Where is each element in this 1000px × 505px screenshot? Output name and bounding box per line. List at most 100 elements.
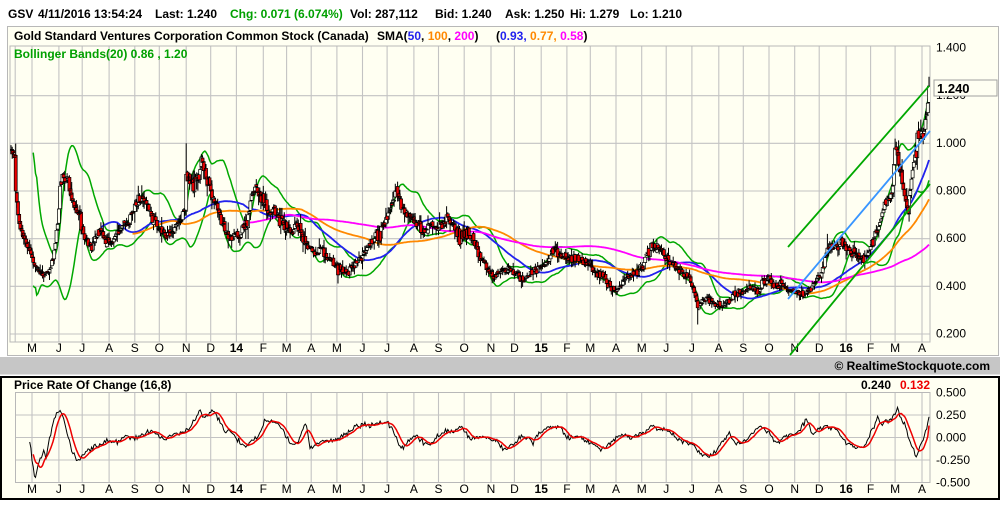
svg-text:A: A xyxy=(410,341,418,355)
svg-text:A: A xyxy=(307,482,315,496)
svg-text:14: 14 xyxy=(230,482,244,496)
svg-text:-0.500: -0.500 xyxy=(936,476,970,490)
svg-text:J: J xyxy=(79,341,85,355)
svg-text:-0.250: -0.250 xyxy=(936,453,970,467)
svg-text:A: A xyxy=(612,482,620,496)
svg-text:S: S xyxy=(739,482,747,496)
svg-text:J: J xyxy=(663,341,669,355)
svg-text:1.240: 1.240 xyxy=(937,81,970,96)
svg-text:Last: 1.240: Last: 1.240 xyxy=(155,7,217,21)
svg-text:A: A xyxy=(612,341,620,355)
svg-text:O: O xyxy=(460,482,469,496)
svg-text:A: A xyxy=(410,482,418,496)
svg-text:A: A xyxy=(715,482,723,496)
svg-text:Lo: 1.210: Lo: 1.210 xyxy=(630,7,682,21)
svg-text:D: D xyxy=(815,482,824,496)
svg-text:4/11/2016 13:54:24: 4/11/2016 13:54:24 xyxy=(38,7,142,21)
svg-text:F: F xyxy=(867,482,874,496)
svg-text:0.800: 0.800 xyxy=(936,184,966,198)
svg-text:M: M xyxy=(637,341,647,355)
svg-text:0.400: 0.400 xyxy=(936,279,966,293)
svg-text:M: M xyxy=(585,482,595,496)
svg-text:Price Rate Of Change (16,8): Price Rate Of Change (16,8) xyxy=(14,378,171,392)
svg-text:M: M xyxy=(282,341,292,355)
svg-text:O: O xyxy=(764,341,773,355)
svg-text:0.132: 0.132 xyxy=(900,378,930,392)
svg-text:S: S xyxy=(131,341,139,355)
svg-text:M: M xyxy=(27,341,37,355)
svg-text:J: J xyxy=(56,341,62,355)
svg-text:N: N xyxy=(487,482,496,496)
svg-text:N: N xyxy=(487,341,496,355)
svg-text:O: O xyxy=(155,341,164,355)
svg-text:S: S xyxy=(739,341,747,355)
svg-text:15: 15 xyxy=(535,341,549,355)
svg-text:0.200: 0.200 xyxy=(936,327,966,341)
svg-text:O: O xyxy=(155,482,164,496)
svg-text:Gold Standard Ventures Corpora: Gold Standard Ventures Corporation Commo… xyxy=(14,29,369,43)
svg-text:N: N xyxy=(790,482,799,496)
svg-text:1.000: 1.000 xyxy=(936,136,966,150)
svg-text:M: M xyxy=(27,482,37,496)
svg-text:0.000: 0.000 xyxy=(936,431,966,445)
svg-text:15: 15 xyxy=(535,482,549,496)
svg-text:SMA(50, 100, 200): SMA(50, 100, 200) xyxy=(377,29,478,43)
svg-text:0.250: 0.250 xyxy=(936,408,966,422)
svg-text:S: S xyxy=(434,341,442,355)
svg-text:D: D xyxy=(510,482,519,496)
svg-text:A: A xyxy=(918,482,926,496)
svg-text:© RealtimeStockquote.com: © RealtimeStockquote.com xyxy=(834,359,990,373)
svg-text:S: S xyxy=(434,482,442,496)
svg-text:A: A xyxy=(105,482,113,496)
svg-text:D: D xyxy=(510,341,519,355)
svg-text:1.400: 1.400 xyxy=(936,41,966,55)
svg-text:F: F xyxy=(867,341,874,355)
svg-text:0.600: 0.600 xyxy=(936,231,966,245)
svg-text:F: F xyxy=(260,482,267,496)
svg-text:M: M xyxy=(585,341,595,355)
svg-text:J: J xyxy=(689,341,695,355)
svg-text:M: M xyxy=(890,341,900,355)
svg-text:A: A xyxy=(105,341,113,355)
svg-text:J: J xyxy=(663,482,669,496)
svg-text:S: S xyxy=(131,482,139,496)
svg-text:Bollinger Bands(20) 0.86 , 1.2: Bollinger Bands(20) 0.86 , 1.20 xyxy=(14,47,188,61)
svg-text:J: J xyxy=(56,482,62,496)
svg-text:16: 16 xyxy=(839,482,853,496)
svg-text:J: J xyxy=(79,482,85,496)
svg-text:Vol: 287,112: Vol: 287,112 xyxy=(350,7,418,21)
svg-text:M: M xyxy=(332,341,342,355)
svg-text:N: N xyxy=(182,482,191,496)
svg-text:GSV: GSV xyxy=(8,7,33,21)
svg-text:J: J xyxy=(689,482,695,496)
svg-text:A: A xyxy=(918,341,926,355)
svg-text:A: A xyxy=(715,341,723,355)
svg-text:M: M xyxy=(890,482,900,496)
svg-text:Bid: 1.240: Bid: 1.240 xyxy=(435,7,492,21)
svg-text:Chg: 0.071 (6.074%): Chg: 0.071 (6.074%) xyxy=(230,7,343,21)
svg-text:D: D xyxy=(206,482,215,496)
svg-text:O: O xyxy=(460,341,469,355)
svg-text:N: N xyxy=(182,341,191,355)
svg-text:D: D xyxy=(206,341,215,355)
svg-text:0.240: 0.240 xyxy=(861,378,891,392)
svg-text:Hi: 1.279: Hi: 1.279 xyxy=(570,7,620,21)
svg-text:0.500: 0.500 xyxy=(936,386,966,400)
svg-text:J: J xyxy=(360,482,366,496)
svg-text:14: 14 xyxy=(230,341,244,355)
svg-text:(0.93, 0.77, 0.58): (0.93, 0.77, 0.58) xyxy=(496,29,587,43)
svg-text:F: F xyxy=(563,341,570,355)
svg-text:F: F xyxy=(563,482,570,496)
svg-text:D: D xyxy=(815,341,824,355)
svg-text:A: A xyxy=(307,341,315,355)
svg-text:M: M xyxy=(332,482,342,496)
svg-text:J: J xyxy=(384,482,390,496)
svg-text:M: M xyxy=(282,482,292,496)
svg-text:J: J xyxy=(360,341,366,355)
svg-text:F: F xyxy=(260,341,267,355)
svg-text:M: M xyxy=(637,482,647,496)
svg-text:Ask: 1.250: Ask: 1.250 xyxy=(505,7,565,21)
svg-text:16: 16 xyxy=(839,341,853,355)
svg-text:J: J xyxy=(384,341,390,355)
svg-text:O: O xyxy=(764,482,773,496)
